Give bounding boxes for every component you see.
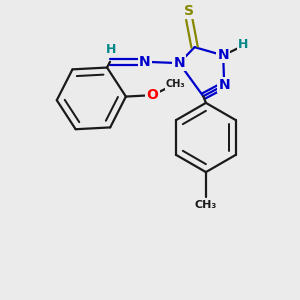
Text: O: O <box>146 88 158 102</box>
Text: CH₃: CH₃ <box>195 200 217 210</box>
Text: H: H <box>106 43 116 56</box>
Text: H: H <box>238 38 248 51</box>
Text: CH₃: CH₃ <box>165 79 185 89</box>
Text: N: N <box>139 55 150 69</box>
Text: N: N <box>173 56 185 70</box>
Text: S: S <box>184 4 194 18</box>
Text: N: N <box>218 48 229 62</box>
Text: N: N <box>218 78 230 92</box>
